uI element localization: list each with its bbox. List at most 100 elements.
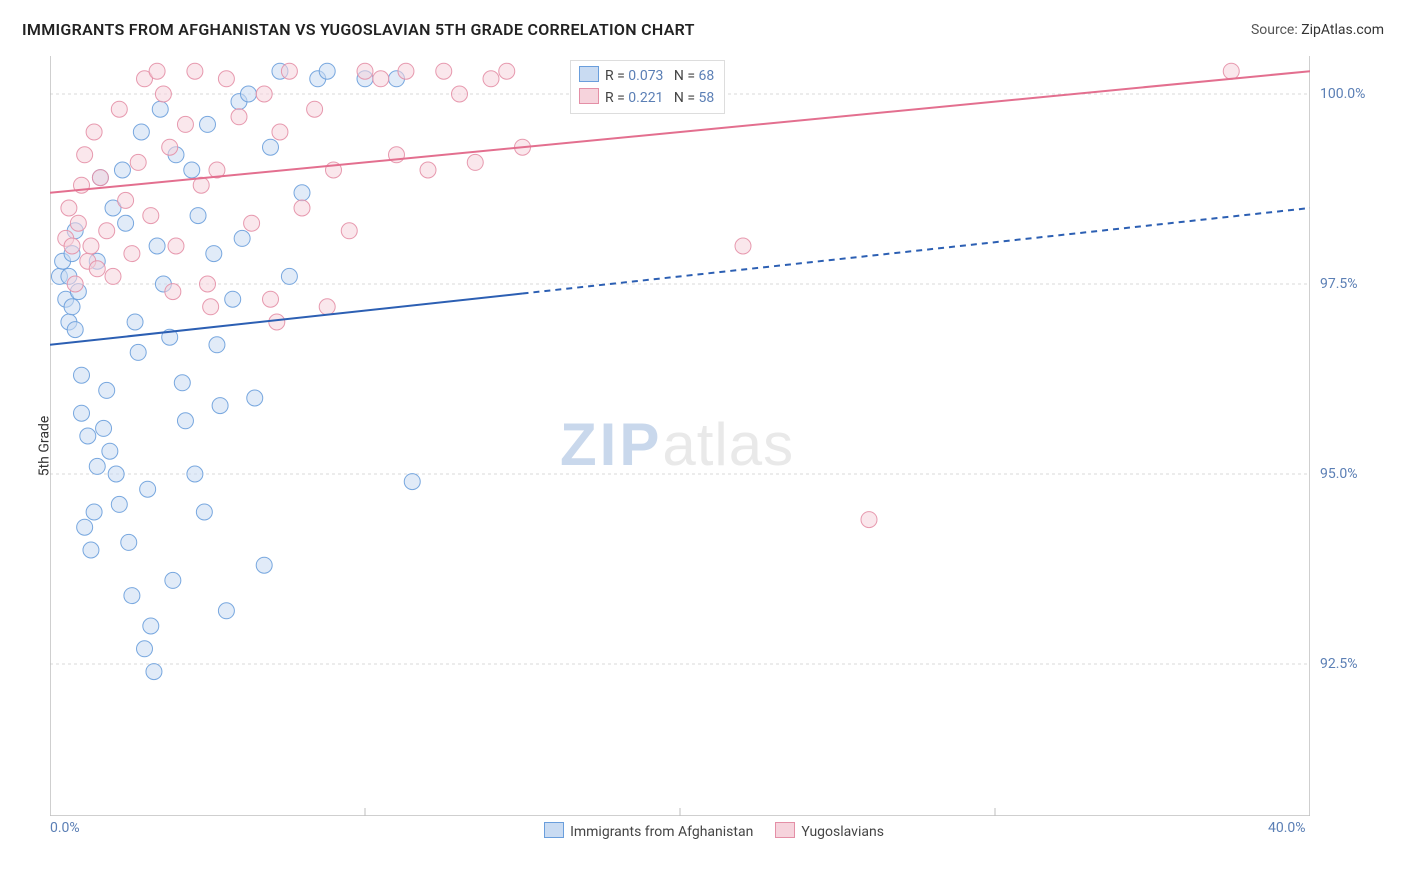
data-point	[105, 268, 121, 284]
data-point	[89, 458, 105, 474]
data-point	[124, 588, 140, 604]
stats-legend-row: R = 0.073 N = 68	[579, 65, 714, 87]
data-point	[137, 641, 153, 657]
data-point	[307, 101, 323, 117]
data-point	[92, 170, 108, 186]
data-point	[124, 246, 140, 262]
data-point	[203, 299, 219, 315]
data-point	[149, 238, 165, 254]
source-label: Source:	[1251, 22, 1298, 38]
data-point	[67, 322, 83, 338]
data-point	[341, 223, 357, 239]
data-point	[404, 474, 420, 490]
data-point	[483, 71, 499, 87]
chart-header: IMMIGRANTS FROM AFGHANISTAN VS YUGOSLAVI…	[22, 20, 1384, 50]
data-point	[111, 496, 127, 512]
data-point	[80, 428, 96, 444]
data-point	[74, 405, 90, 421]
data-point	[231, 109, 247, 125]
data-point	[130, 344, 146, 360]
source-value: ZipAtlas.com	[1301, 22, 1384, 38]
data-point	[357, 63, 373, 79]
stats-legend: R = 0.073 N = 68R = 0.221 N = 58	[570, 60, 725, 114]
data-point	[294, 185, 310, 201]
x-tick-label: 40.0%	[1268, 820, 1306, 836]
data-point	[187, 466, 203, 482]
data-point	[244, 215, 260, 231]
data-point	[61, 200, 77, 216]
data-point	[452, 86, 468, 102]
data-point	[187, 63, 203, 79]
y-tick-label: 92.5%	[1320, 656, 1358, 672]
series-legend: Immigrants from AfghanistanYugoslavians	[0, 822, 1406, 840]
stats-legend-row: R = 0.221 N = 58	[579, 87, 714, 109]
data-point	[190, 208, 206, 224]
scatter-plot-svg	[50, 56, 1310, 816]
data-point	[218, 71, 234, 87]
data-point	[165, 572, 181, 588]
data-point	[83, 542, 99, 558]
data-point	[74, 367, 90, 383]
data-point	[96, 420, 112, 436]
data-point	[200, 276, 216, 292]
data-point	[218, 603, 234, 619]
data-point	[108, 466, 124, 482]
data-point	[499, 63, 515, 79]
data-point	[130, 154, 146, 170]
data-point	[467, 154, 483, 170]
data-point	[234, 230, 250, 246]
data-point	[319, 299, 335, 315]
data-point	[149, 63, 165, 79]
data-point	[143, 208, 159, 224]
data-point	[152, 101, 168, 117]
data-point	[225, 291, 241, 307]
x-tick-label: 0.0%	[50, 820, 80, 836]
data-point	[281, 63, 297, 79]
data-point	[118, 192, 134, 208]
data-point	[196, 504, 212, 520]
data-point	[102, 443, 118, 459]
data-point	[70, 215, 86, 231]
legend-swatch	[544, 822, 564, 838]
data-point	[127, 314, 143, 330]
data-point	[269, 314, 285, 330]
data-point	[64, 299, 80, 315]
data-point	[212, 398, 228, 414]
data-point	[177, 413, 193, 429]
data-point	[1223, 63, 1239, 79]
source: Source: ZipAtlas.com	[1251, 22, 1384, 38]
legend-swatch	[775, 822, 795, 838]
data-point	[263, 291, 279, 307]
data-point	[735, 238, 751, 254]
y-tick-label: 97.5%	[1320, 276, 1358, 292]
data-point	[86, 504, 102, 520]
data-point	[118, 215, 134, 231]
data-point	[111, 101, 127, 117]
data-point	[256, 557, 272, 573]
data-point	[272, 124, 288, 140]
data-point	[140, 481, 156, 497]
data-point	[206, 246, 222, 262]
data-point	[162, 139, 178, 155]
y-tick-label: 95.0%	[1320, 466, 1358, 482]
data-point	[77, 147, 93, 163]
data-point	[319, 63, 335, 79]
data-point	[174, 375, 190, 391]
legend-label: Yugoslavians	[801, 824, 884, 840]
data-point	[177, 116, 193, 132]
data-point	[86, 124, 102, 140]
data-point	[184, 162, 200, 178]
data-point	[294, 200, 310, 216]
data-point	[121, 534, 137, 550]
data-point	[263, 139, 279, 155]
plot-area	[50, 56, 1310, 816]
data-point	[165, 284, 181, 300]
data-point	[99, 382, 115, 398]
data-point	[209, 337, 225, 353]
data-point	[99, 223, 115, 239]
data-point	[281, 268, 297, 284]
data-point	[420, 162, 436, 178]
data-point	[83, 238, 99, 254]
data-point	[77, 519, 93, 535]
data-point	[256, 86, 272, 102]
